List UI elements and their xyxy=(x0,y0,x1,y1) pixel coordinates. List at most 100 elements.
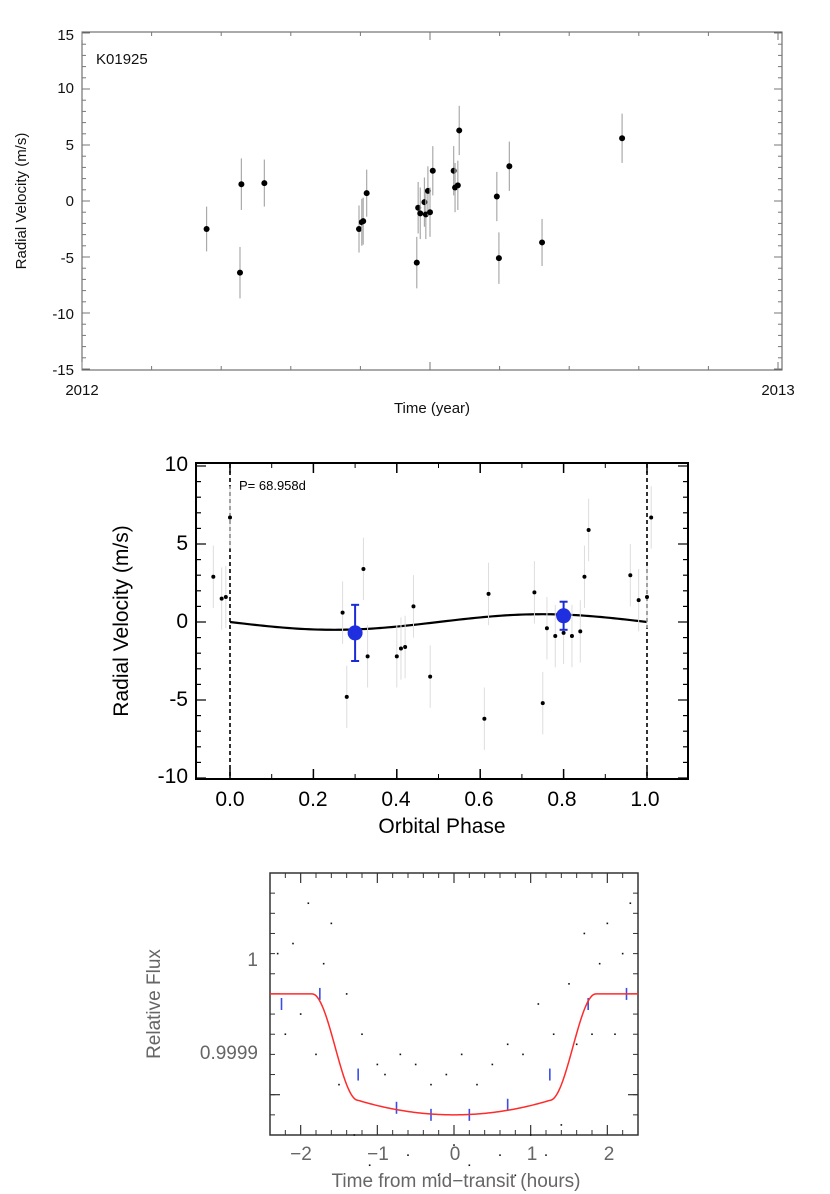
chart-3-point xyxy=(537,1003,540,1005)
chart-2-point xyxy=(411,604,416,609)
chart-3-point xyxy=(353,1134,356,1136)
chart-2-point xyxy=(403,644,408,649)
chart-3-point xyxy=(368,1164,371,1167)
chart-3-point xyxy=(322,962,325,965)
chart-1-xtick-label: 2013 xyxy=(761,382,794,399)
chart-3-point xyxy=(568,983,570,985)
chart-1-point xyxy=(203,226,210,232)
chart-3-point xyxy=(345,993,348,995)
chart-1-title: K01925 xyxy=(96,51,148,68)
chart-3-frame xyxy=(269,872,639,1136)
chart-3-point xyxy=(583,932,586,935)
chart-1-point xyxy=(356,226,363,232)
chart-3-point xyxy=(437,1174,440,1177)
chart-2-xtick-label: 0.6 xyxy=(464,788,493,811)
chart-1-frame xyxy=(81,31,783,371)
chart-3-point xyxy=(545,1154,547,1156)
chart-3-point xyxy=(330,922,333,925)
chart-2-point xyxy=(223,595,228,600)
chart-3-point xyxy=(376,1063,379,1066)
chart-3-ylabel: Relative Flux xyxy=(144,949,165,1059)
chart-2-ytick-label: -5 xyxy=(169,688,188,711)
chart-3-point xyxy=(552,1033,555,1036)
chart-2-ytick-label: -10 xyxy=(158,765,188,788)
chart-3-xtick-label: −1 xyxy=(367,1144,389,1165)
chart-3-model-curve xyxy=(270,993,638,1116)
chart-3-point xyxy=(315,1053,317,1056)
chart-2-point xyxy=(394,654,399,659)
chart-2-point xyxy=(340,610,345,615)
chart-3-point xyxy=(430,1083,432,1086)
chart-3-point xyxy=(591,1033,593,1036)
chart-2-ytick-label: 10 xyxy=(165,453,188,476)
chart-2: P= 68.958d Orbital Phase Radial Velocity… xyxy=(110,453,689,838)
chart-3-xtick-label: 0 xyxy=(450,1144,461,1165)
chart-1-ylabel: Radial Velocity (m/s) xyxy=(13,133,30,270)
chart-1-point xyxy=(454,182,461,189)
chart-2-xtick-label: 0.2 xyxy=(298,788,327,811)
chart-1-point xyxy=(421,199,428,206)
chart-3-point xyxy=(299,1013,302,1015)
chart-2-xtick-label: 1.0 xyxy=(630,788,659,811)
chart-2-point xyxy=(586,527,591,532)
chart-3-point xyxy=(276,952,279,955)
chart-2-point xyxy=(645,595,649,600)
chart-1-xtick-label: 2012 xyxy=(65,382,98,399)
chart-3-point xyxy=(606,922,609,925)
chart-1-point xyxy=(236,269,243,276)
chart-3-point xyxy=(284,1033,287,1036)
chart-2-point xyxy=(569,634,574,639)
chart-2-xtick-label: 0.4 xyxy=(381,788,411,811)
chart-3-point xyxy=(614,1033,616,1036)
chart-1-ytick-label: 0 xyxy=(66,193,74,210)
chart-3-point xyxy=(453,1144,455,1146)
chart-2-ytick-label: 5 xyxy=(176,532,188,555)
chart-3-point xyxy=(506,1043,509,1046)
chart-1-point xyxy=(539,239,546,246)
chart-3-point xyxy=(407,1154,409,1156)
chart-1-ticks xyxy=(81,32,782,370)
chart-3-point xyxy=(391,1184,394,1187)
chart-1-ytick-label: -5 xyxy=(61,250,74,267)
chart-2-point xyxy=(553,634,558,639)
chart-2-point xyxy=(361,566,366,571)
chart-3-point xyxy=(292,942,294,945)
chart-3-point xyxy=(522,1053,524,1056)
chart-3: Time from mid−transit (hours) Relative F… xyxy=(144,872,639,1192)
chart-1-point xyxy=(429,167,436,174)
chart-2-binned-point xyxy=(347,625,363,641)
chart-2-point xyxy=(398,646,403,651)
chart-3-ytick-label: 1 xyxy=(247,950,258,971)
chart-3-point xyxy=(575,1043,578,1046)
chart-1-xlabel: Time (year) xyxy=(394,400,470,417)
chart-3-xtick-label: 2 xyxy=(604,1144,615,1165)
chart-3-point xyxy=(499,1154,501,1156)
chart-1-point xyxy=(427,209,433,216)
chart-3-xtick-label: 1 xyxy=(527,1144,538,1165)
chart-3-point xyxy=(491,1063,494,1066)
chart-1-ytick-label: 5 xyxy=(66,137,74,154)
chart-2-point xyxy=(540,701,545,706)
chart-2-point xyxy=(219,596,224,601)
chart-3-point xyxy=(361,1033,363,1036)
chart-3-ytick-label: 0.9999 xyxy=(200,1043,258,1064)
chart-2-point xyxy=(482,716,487,721)
chart-3-point xyxy=(529,1134,532,1136)
chart-1-point xyxy=(493,193,500,200)
chart-3-point xyxy=(399,1053,402,1056)
chart-3-point xyxy=(621,952,624,955)
chart-2-frame xyxy=(195,462,689,780)
chart-1-point xyxy=(261,180,268,187)
chart-3-point xyxy=(445,1073,448,1076)
chart-3-point xyxy=(514,1174,517,1177)
chart-3-point xyxy=(598,962,601,965)
chart-1-point xyxy=(495,255,502,262)
chart-2-xlabel: Orbital Phase xyxy=(378,815,505,838)
chart-2-point xyxy=(211,574,216,579)
chart-1-point xyxy=(363,190,370,197)
chart-2-point xyxy=(365,654,370,659)
chart-2-point xyxy=(578,629,583,634)
chart-2-point xyxy=(636,598,641,603)
chart-3-point xyxy=(629,902,632,905)
